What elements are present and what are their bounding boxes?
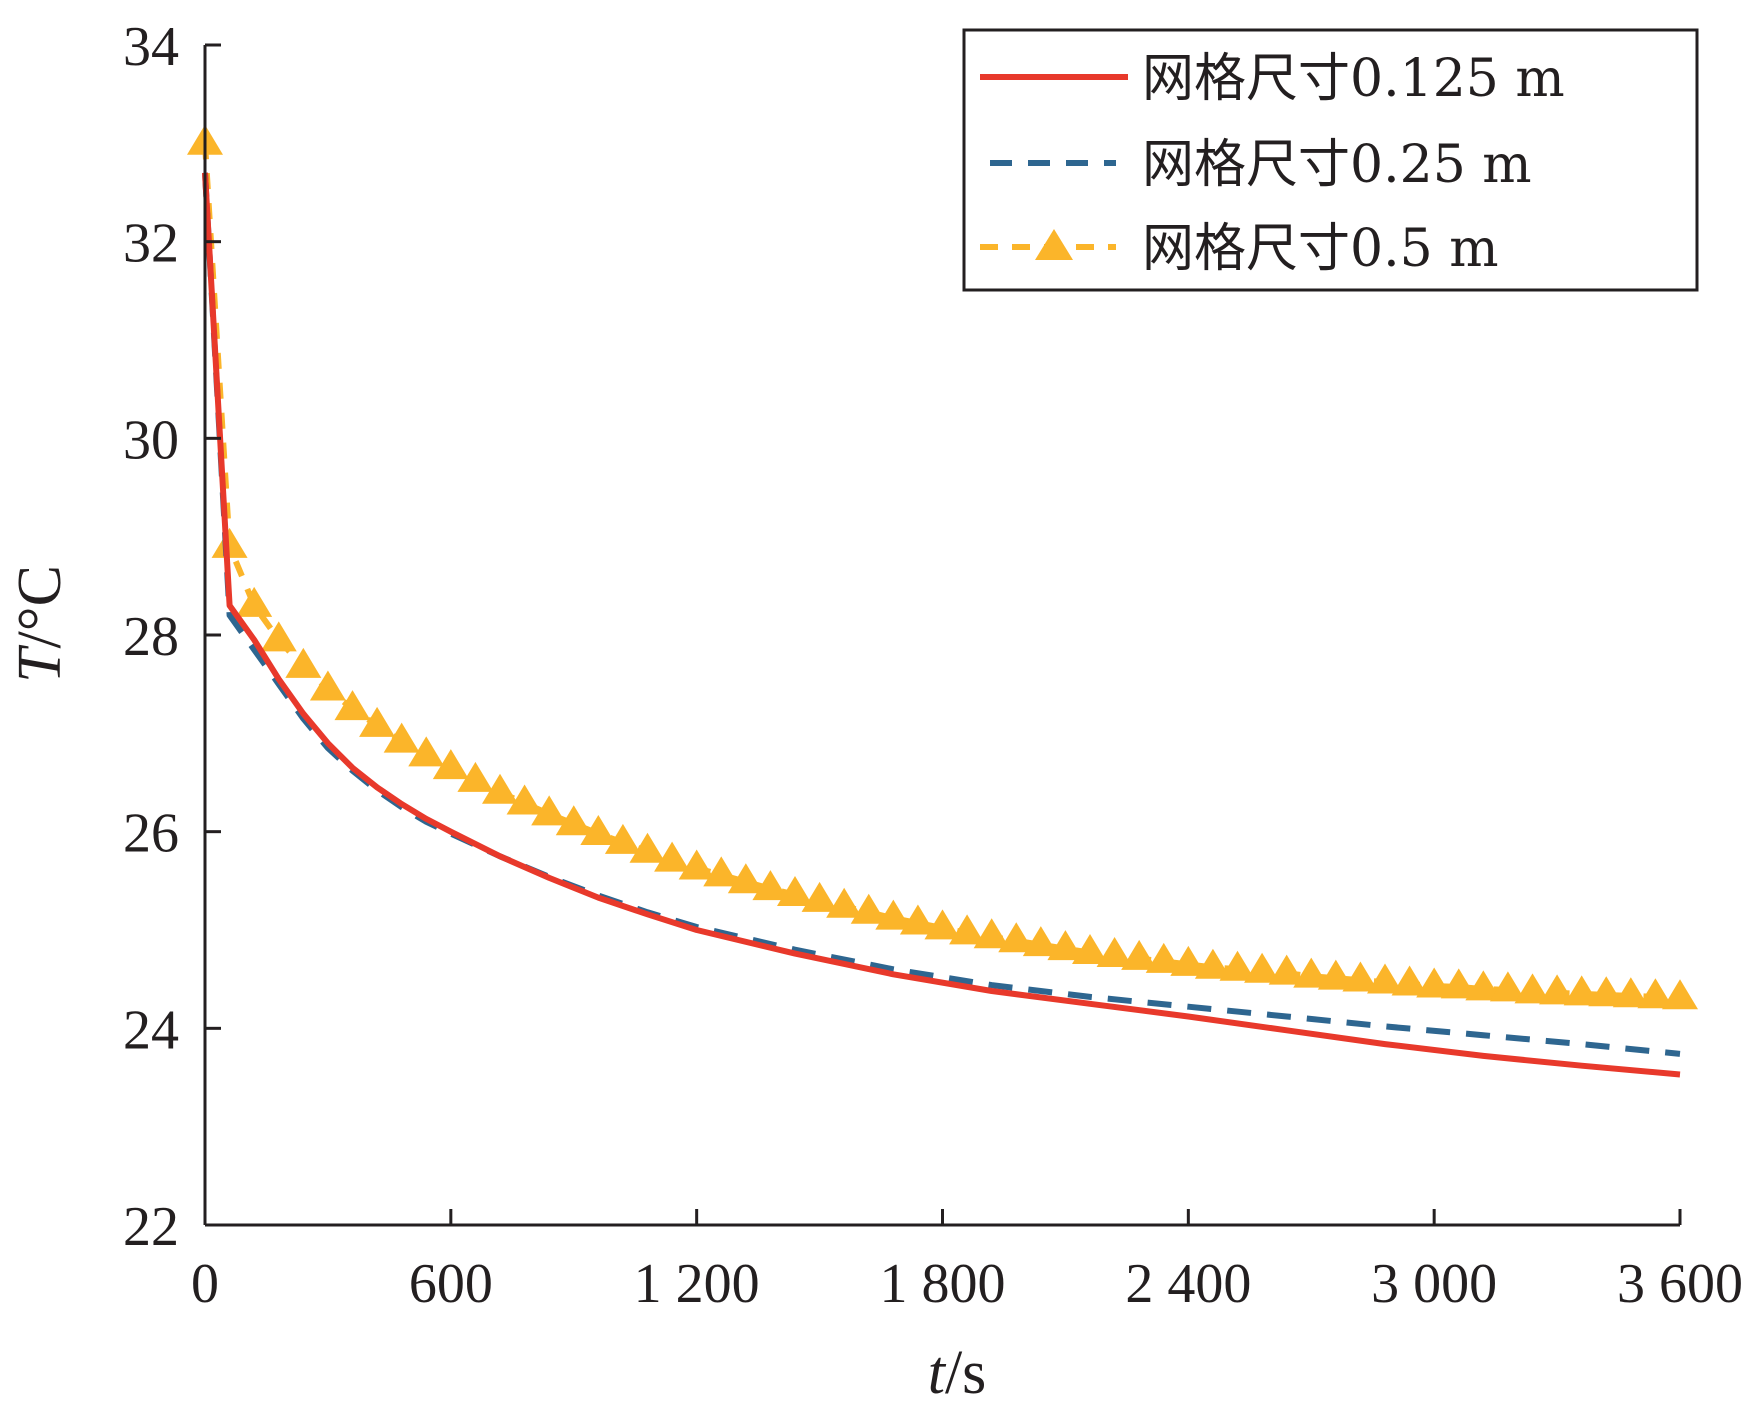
legend-label-series-2: 网格尺寸0.25 m — [1142, 135, 1532, 195]
series-3-marker — [1391, 965, 1428, 996]
x-tick-label: 3 000 — [1371, 1253, 1497, 1315]
series-3-marker — [211, 527, 248, 558]
y-tick-label: 24 — [123, 999, 179, 1061]
series-3-marker — [260, 621, 297, 652]
series-3-marker — [1465, 970, 1502, 1001]
series-3-marker — [703, 856, 740, 887]
series-3-marker — [555, 805, 592, 836]
series-3-marker — [1072, 934, 1108, 965]
x-tick-label: 1 800 — [880, 1253, 1006, 1315]
series-3-marker — [1563, 975, 1600, 1006]
series-3-marker — [1416, 967, 1453, 998]
series-3-marker — [1170, 945, 1207, 976]
series-3-marker — [604, 823, 641, 854]
series-3-marker — [1317, 959, 1354, 990]
series-3-marker — [1662, 979, 1698, 1010]
series-line-1 — [202, 172, 1681, 1078]
series-3-marker — [432, 749, 469, 780]
ticks: 0 600 1 200 1 800 2 400 3 000 3 600 22 24 26 28 30 3… — [123, 16, 1743, 1315]
y-tick-label: 28 — [123, 606, 179, 668]
series-3-marker — [309, 670, 346, 701]
series-3-marker — [1293, 957, 1330, 988]
y-tick-label: 26 — [123, 803, 179, 865]
series-3-marker — [1367, 963, 1403, 994]
series-3-marker — [629, 832, 666, 863]
series-3-marker — [1145, 942, 1182, 973]
series-3-marker — [531, 795, 568, 826]
legend-label-series-3: 网格尺寸0.5 m — [1142, 219, 1499, 279]
series-3-marker — [1022, 926, 1059, 957]
series-3-marker — [359, 706, 396, 737]
series-3-marker — [826, 887, 863, 918]
series-3-marker — [1489, 971, 1526, 1002]
y-tick-label: 22 — [123, 1196, 179, 1258]
y-axis-title: T/°C — [6, 565, 74, 683]
legend-marker-series-3 — [1035, 229, 1073, 260]
series-3-marker — [482, 773, 518, 804]
series-3-marker — [236, 586, 273, 617]
series-3-marker — [1268, 954, 1305, 985]
series-3-marker — [383, 722, 420, 753]
series-3-marker — [580, 815, 617, 846]
series-3-marker — [1194, 948, 1231, 979]
x-tick-label: 600 — [409, 1253, 493, 1315]
series-3-marker — [1244, 952, 1281, 983]
series-3-marker — [899, 904, 936, 935]
series-3-marker — [654, 841, 691, 872]
series-3-marker — [924, 909, 961, 940]
legend: 网格尺寸0.125 m 网格尺寸0.25 m 网格尺寸0.5 m — [962, 28, 1699, 292]
x-tick-label: 0 — [191, 1253, 219, 1315]
x-axis-title: t/s — [928, 1339, 987, 1407]
series-3-marker — [777, 876, 813, 906]
x-tick-label: 2 400 — [1125, 1253, 1251, 1315]
series-3-marker — [1047, 930, 1084, 961]
series-3-marker — [727, 863, 764, 894]
series-3-marker — [1440, 968, 1477, 999]
series-3-marker — [973, 918, 1010, 949]
series-3-marker — [1342, 961, 1379, 992]
series-3-marker — [850, 893, 887, 924]
series-3-marker — [457, 761, 494, 792]
series-3-marker — [1612, 977, 1649, 1008]
series-3-marker — [1539, 974, 1576, 1005]
y-tick-label: 30 — [123, 409, 179, 471]
series-3-marker — [285, 647, 322, 678]
series-3-marker — [998, 922, 1035, 953]
y-tick-label: 34 — [123, 16, 179, 78]
series-3-marker — [1588, 976, 1625, 1007]
series-3-marker — [1219, 950, 1256, 981]
series-3-marker — [334, 690, 371, 721]
series-3-marker — [1121, 939, 1158, 970]
series-3-marker — [801, 881, 838, 912]
series-3-marker — [949, 914, 986, 945]
legend-label-series-1: 网格尺寸0.125 m — [1142, 49, 1565, 109]
series-3-marker — [1514, 973, 1551, 1004]
series-3-marker — [875, 899, 912, 930]
series-3-marker — [408, 736, 445, 767]
series-3-marker — [506, 784, 543, 815]
x-tick-label: 1 200 — [634, 1253, 760, 1315]
x-tick-label: 3 600 — [1617, 1253, 1743, 1315]
series-3-marker — [1637, 978, 1674, 1009]
series-3-marker — [752, 870, 789, 901]
series-3-marker — [678, 849, 715, 880]
y-tick-label: 32 — [123, 213, 179, 275]
series-3-marker — [1096, 936, 1133, 967]
plot-area — [187, 124, 1698, 1078]
